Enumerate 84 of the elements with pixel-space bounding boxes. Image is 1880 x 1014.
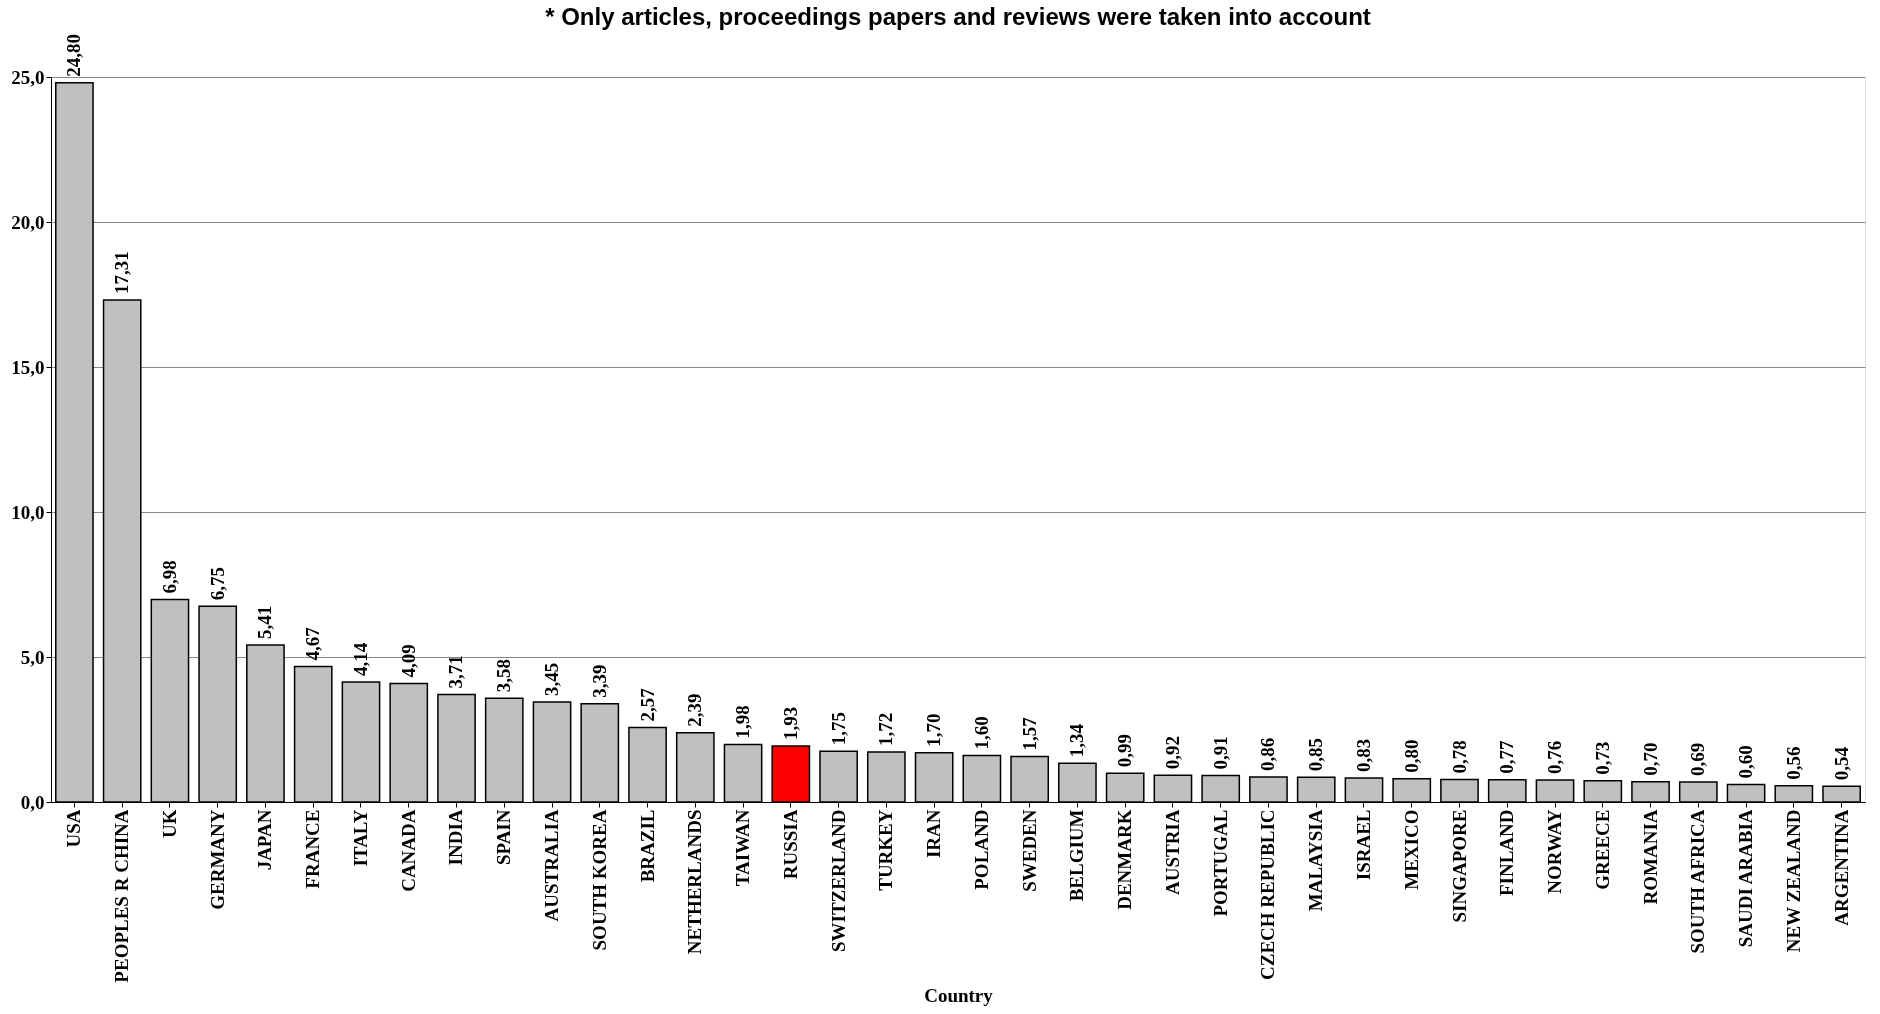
data-label: 2,39: [684, 693, 706, 727]
data-label: 0,76: [1544, 740, 1566, 774]
x-tick-label: INDIA: [445, 809, 467, 866]
data-label: 3,71: [445, 655, 467, 689]
x-axis-title: Country: [924, 984, 994, 1006]
data-label: 0,80: [1400, 739, 1422, 773]
data-label: 17,31: [111, 251, 133, 295]
x-tick-label: NETHERLANDS: [684, 809, 706, 955]
data-label: 0,77: [1496, 739, 1518, 774]
data-label: 3,58: [493, 658, 515, 693]
data-label: 1,57: [1018, 716, 1040, 751]
x-tick-label: BELGIUM: [1066, 809, 1088, 902]
data-label: 0,73: [1591, 741, 1613, 775]
x-tick-label: UK: [158, 809, 180, 838]
data-label: 1,98: [732, 705, 754, 739]
data-label: 0,70: [1639, 742, 1661, 776]
x-tick-label: FINLAND: [1496, 809, 1518, 897]
text: * Only articles, proceedings papers and reviews were taken into account: [545, 3, 1371, 31]
x-tick-label: SINGAPORE: [1448, 809, 1470, 923]
x-tick-label: POLAND: [970, 809, 992, 890]
x-tick-label: JAPAN: [254, 809, 276, 871]
data-label: 0,91: [1209, 736, 1231, 770]
x-tick-label: MALAYSIA: [1305, 809, 1327, 912]
x-tick-label: TURKEY: [875, 809, 897, 891]
y-tick-label: 0,0: [20, 791, 45, 813]
y-tick-label: 15,0: [11, 356, 45, 378]
data-label: 3,45: [541, 662, 563, 696]
x-tick-label: RUSSIA: [779, 809, 801, 880]
x-tick-label: AUSTRIA: [1161, 809, 1183, 896]
x-tick-label: ITALY: [349, 809, 371, 867]
x-tick-label: ARGENTINA: [1830, 809, 1852, 926]
y-tick-label: 25,0: [11, 66, 45, 88]
data-label: 1,93: [779, 706, 801, 741]
data-label: 4,09: [397, 644, 419, 678]
data-label: 1,60: [970, 716, 992, 750]
x-tick-label: IRAN: [923, 809, 945, 859]
data-label: 1,70: [923, 713, 945, 747]
y-tick-label: 10,0: [11, 501, 45, 523]
data-label: 1,34: [1066, 723, 1088, 758]
x-tick-label: ISRAEL: [1352, 809, 1374, 881]
x-tick-label: NEW ZEALAND: [1782, 809, 1804, 953]
data-label: 0,83: [1352, 738, 1374, 772]
x-tick-label: SAUDI ARABIA: [1735, 809, 1757, 948]
data-label: 0,99: [1114, 734, 1136, 768]
x-tick-label: BRAZIL: [636, 809, 658, 883]
data-label: 0,54: [1830, 746, 1852, 781]
x-tick-label: CANADA: [397, 809, 419, 892]
x-tick-label: SWITZERLAND: [827, 809, 849, 953]
x-tick-label: AUSTRALIA: [541, 809, 563, 922]
x-tick-label: SOUTH KOREA: [588, 809, 610, 951]
data-label: 5,41: [254, 605, 276, 640]
x-tick-label: MEXICO: [1400, 809, 1422, 890]
x-tick-label: PEOPLES R CHINA: [111, 809, 133, 983]
x-tick-label: ROMANIA: [1639, 809, 1661, 905]
x-tick-label: FRANCE: [302, 809, 324, 889]
data-label: 0,78: [1448, 740, 1470, 774]
x-tick-label: CZECH REPUBLIC: [1257, 809, 1279, 980]
data-label: 6,75: [206, 567, 228, 601]
y-tick-label: 5,0: [20, 646, 45, 668]
x-tick-label: PORTUGAL: [1209, 809, 1231, 917]
data-label: 0,85: [1305, 738, 1327, 772]
x-tick-label: GREECE: [1591, 809, 1613, 890]
y-tick-label: 20,0: [11, 211, 45, 233]
x-tick-label: GERMANY: [206, 809, 228, 910]
data-label: 4,14: [349, 642, 371, 676]
x-tick-label: SWEDEN: [1018, 809, 1040, 892]
data-label: 0,56: [1782, 746, 1804, 780]
data-label: 0,69: [1687, 742, 1709, 776]
data-label: 2,57: [636, 687, 658, 722]
x-tick-label: SOUTH AFRICA: [1687, 809, 1709, 954]
x-tick-label: NORWAY: [1544, 809, 1566, 894]
data-label: 3,39: [588, 664, 610, 698]
x-tick-label: USA: [63, 809, 85, 848]
data-label: 1,75: [827, 712, 849, 746]
data-label: 24,80: [63, 34, 85, 77]
data-label: 6,98: [158, 560, 180, 594]
x-tick-label: DENMARK: [1114, 809, 1136, 910]
x-tick-label: TAIWAN: [732, 809, 754, 887]
data-label: 0,92: [1161, 736, 1183, 770]
data-label: 0,60: [1735, 745, 1757, 779]
x-tick-label: SPAIN: [493, 809, 515, 866]
data-label: 4,67: [302, 626, 324, 661]
data-label: 1,72: [875, 712, 897, 747]
data-label: 0,86: [1257, 737, 1279, 772]
